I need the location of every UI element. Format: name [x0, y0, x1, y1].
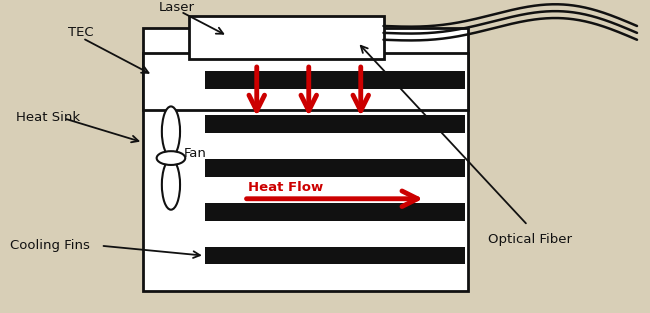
- Ellipse shape: [162, 106, 180, 156]
- Text: Laser: Laser: [159, 1, 195, 14]
- Ellipse shape: [162, 160, 180, 210]
- Circle shape: [157, 151, 185, 165]
- Bar: [205, 115, 465, 133]
- Bar: [205, 71, 465, 89]
- Text: Optical Fiber: Optical Fiber: [488, 233, 571, 246]
- Text: Fan: Fan: [184, 147, 207, 160]
- Bar: [143, 53, 468, 110]
- Bar: [205, 203, 465, 221]
- Text: TEC: TEC: [68, 26, 94, 39]
- Bar: [188, 16, 384, 59]
- Text: Heat Sink: Heat Sink: [16, 111, 81, 124]
- Bar: [205, 159, 465, 177]
- Bar: [143, 28, 468, 291]
- Text: Heat Flow: Heat Flow: [248, 181, 324, 194]
- Bar: [205, 247, 465, 264]
- Text: Cooling Fins: Cooling Fins: [10, 239, 90, 252]
